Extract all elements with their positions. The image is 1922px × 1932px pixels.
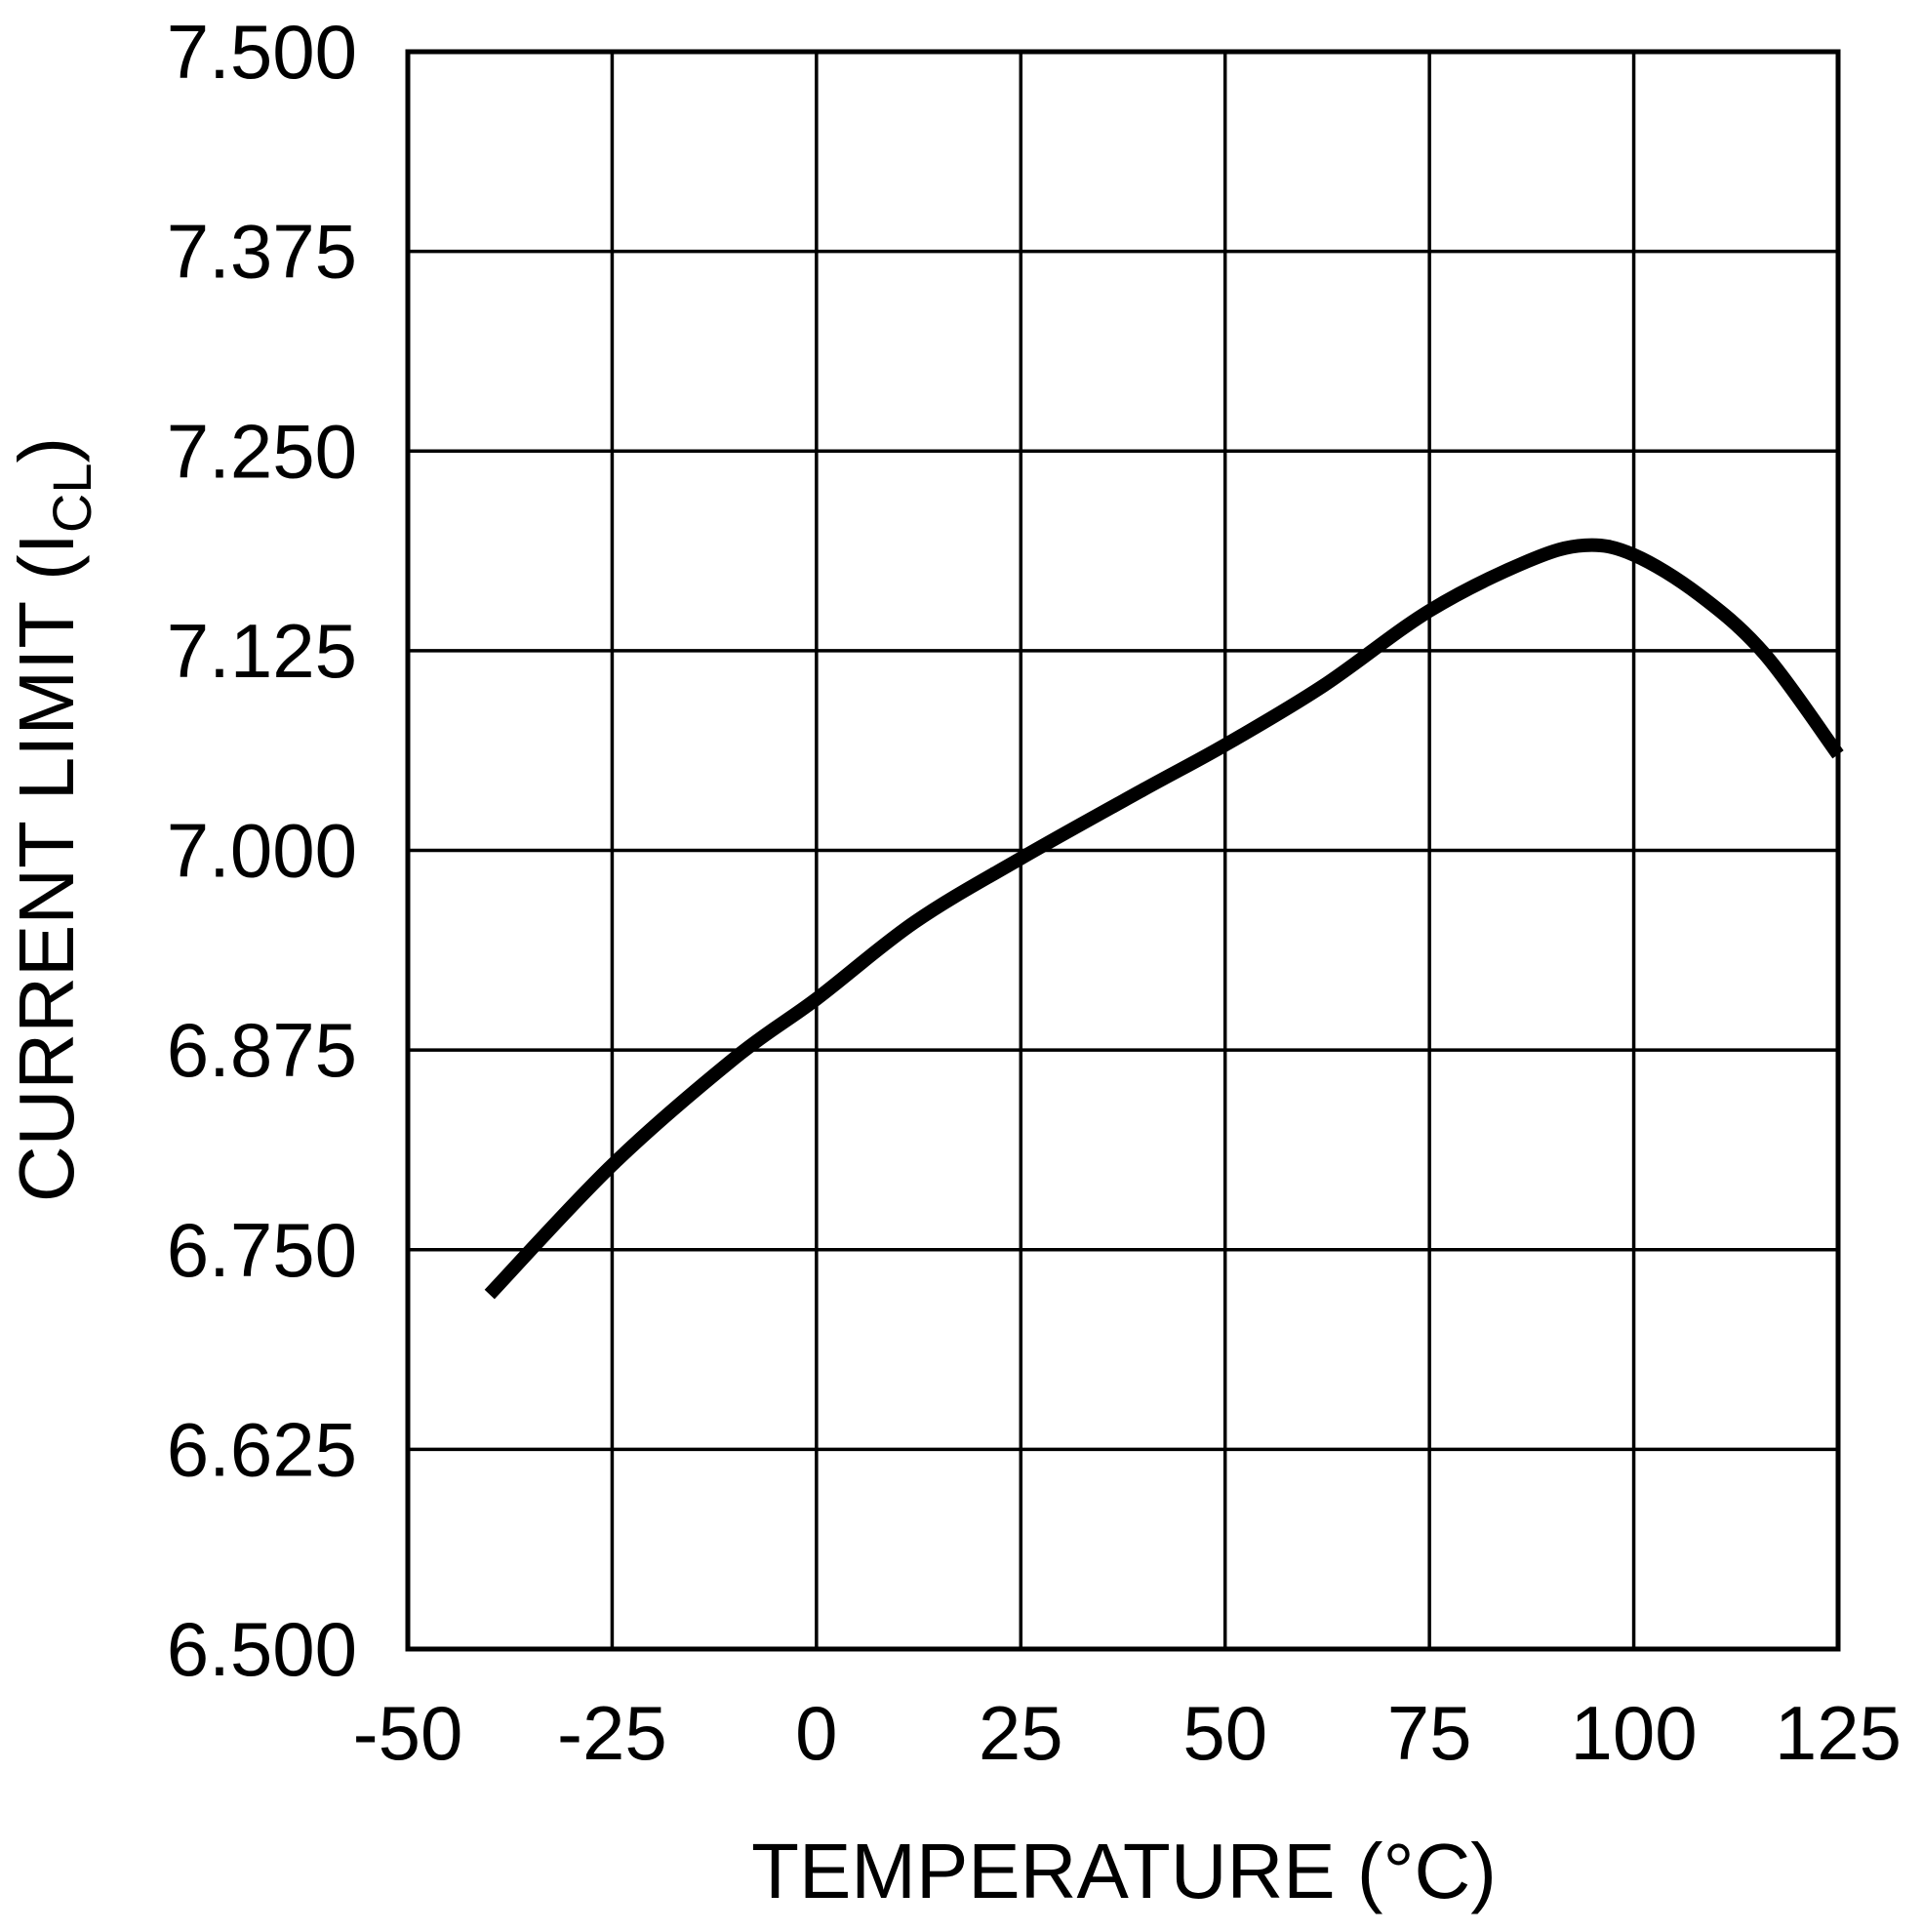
y-tick-label: 7.250 (167, 408, 357, 494)
x-axis-title: TEMPERATURE (°C) (751, 1828, 1497, 1914)
y-tick-label: 6.750 (167, 1207, 357, 1293)
grid (406, 50, 1840, 1651)
y-tick-label: 7.000 (167, 808, 357, 894)
x-tick-label: -25 (557, 1690, 667, 1776)
y-tick-label: 7.375 (167, 209, 357, 295)
y-tick-labels: 6.500 6.625 6.750 6.875 7.000 7.125 7.250 7.375… (167, 9, 357, 1692)
y-tick-label: 6.625 (167, 1406, 357, 1492)
y-tick-label: 7.125 (167, 608, 357, 694)
y-tick-label: 7.500 (167, 9, 357, 95)
x-tick-labels: -50 -25 0 25 50 75 100 125 (353, 1690, 1902, 1776)
series-line-icl (484, 538, 1844, 1300)
plot-frame (405, 49, 1841, 1652)
x-tick-label: 50 (1182, 1690, 1267, 1776)
y-tick-label: 6.500 (167, 1606, 357, 1692)
y-axis-title: CURRENT LIMIT (ICL) (3, 437, 102, 1202)
x-tick-label: 25 (979, 1690, 1063, 1776)
y-tick-label: 6.875 (167, 1007, 357, 1093)
x-tick-label: 75 (1387, 1690, 1472, 1776)
x-tick-label: 0 (795, 1690, 837, 1776)
x-tick-label: -50 (353, 1690, 463, 1776)
x-tick-label: 100 (1571, 1690, 1698, 1776)
x-tick-label: 125 (1775, 1690, 1902, 1776)
